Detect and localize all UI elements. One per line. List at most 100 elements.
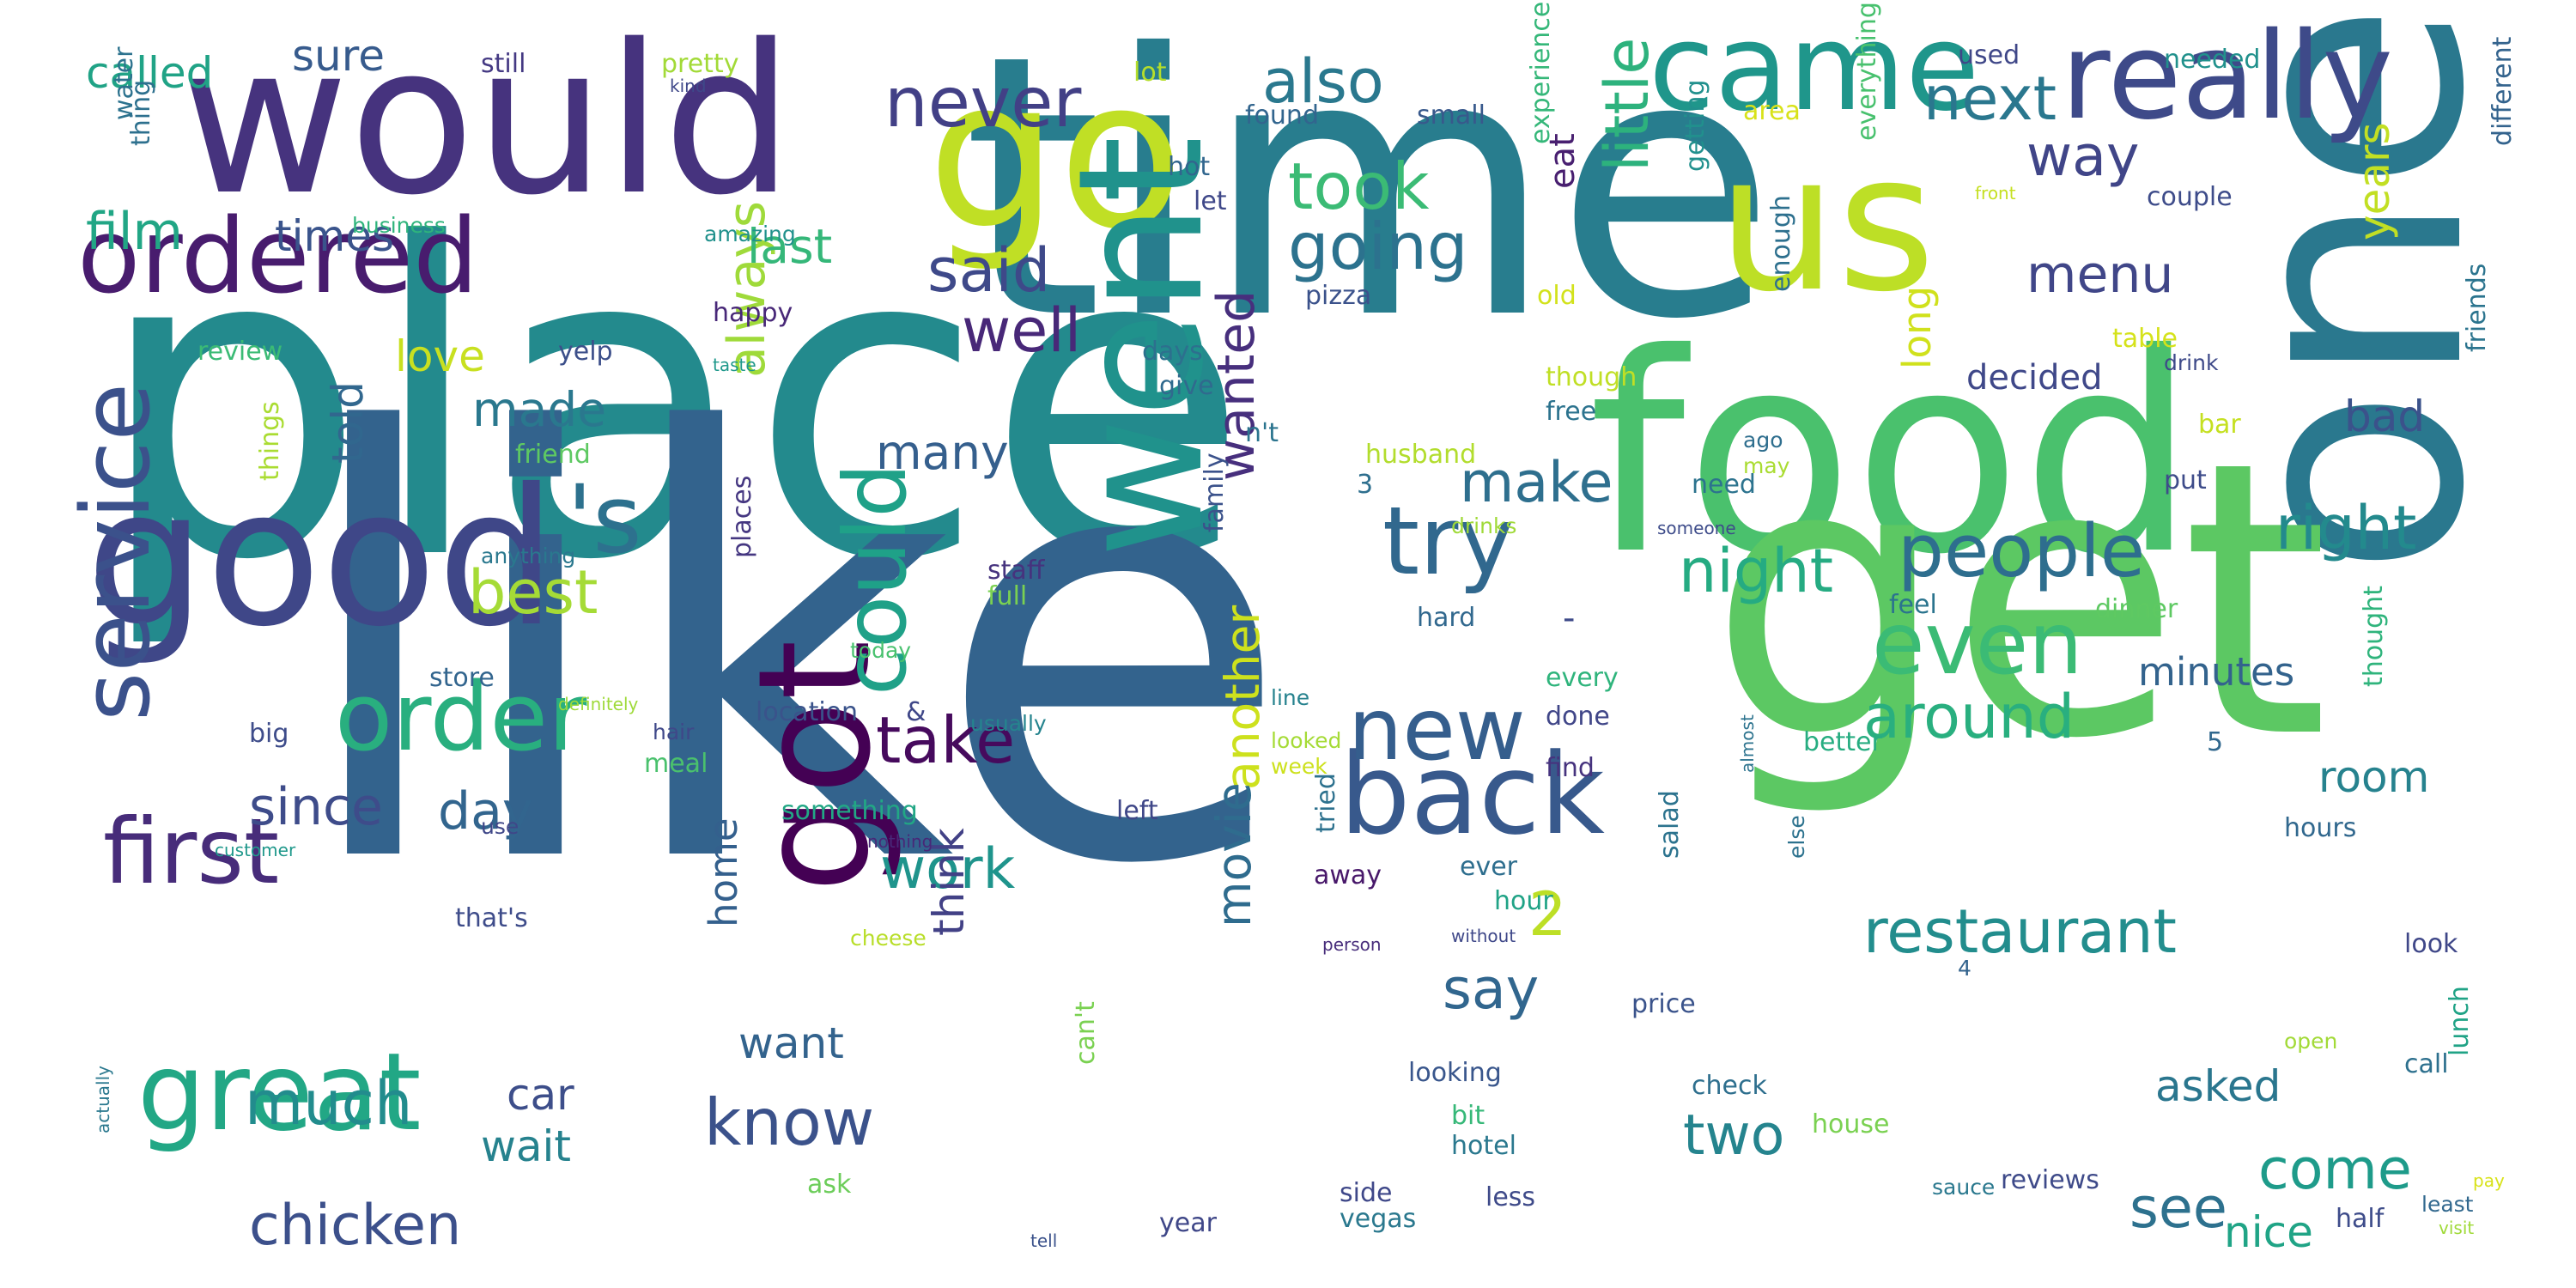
cloud-word: came xyxy=(1649,0,1980,138)
cloud-word: want xyxy=(738,1018,844,1068)
cloud-word: home xyxy=(701,817,746,927)
cloud-word: actually xyxy=(93,1066,113,1133)
cloud-word: many xyxy=(876,425,1009,480)
cloud-word: restaurant xyxy=(1863,896,2177,967)
cloud-word: tried xyxy=(1311,773,1341,833)
cloud-word: see xyxy=(2129,1176,2227,1241)
cloud-word: need xyxy=(1692,470,1756,500)
cloud-word: room xyxy=(2318,752,2430,802)
cloud-word: years xyxy=(2349,122,2399,240)
cloud-word: customer xyxy=(215,840,296,860)
cloud-word: getting xyxy=(1680,79,1710,172)
cloud-word: better xyxy=(1803,727,1882,757)
cloud-word: table xyxy=(2112,324,2178,354)
cloud-word: big xyxy=(249,719,289,749)
cloud-word: well xyxy=(962,295,1082,366)
cloud-word: chicken xyxy=(249,1194,462,1258)
cloud-word: time xyxy=(962,0,1777,398)
cloud-word: full xyxy=(987,581,1028,611)
cloud-word: right xyxy=(2275,493,2417,563)
cloud-word: work xyxy=(880,837,1016,902)
cloud-word: use xyxy=(481,814,519,839)
cloud-word: film xyxy=(86,202,183,262)
cloud-word: visit xyxy=(2439,1218,2475,1238)
cloud-word: know xyxy=(704,1084,875,1160)
cloud-word: pretty xyxy=(661,49,739,79)
cloud-word: bad xyxy=(2344,392,2426,441)
cloud-word: come xyxy=(2258,1138,2412,1202)
cloud-word: nothing xyxy=(867,831,933,852)
cloud-word: pizza xyxy=(1305,281,1372,311)
cloud-word: may xyxy=(1743,453,1790,478)
cloud-word: night xyxy=(1679,536,1834,606)
cloud-word: try xyxy=(1382,486,1515,596)
cloud-word: looked xyxy=(1271,728,1342,753)
cloud-word: get xyxy=(1709,381,2330,821)
cloud-word: best xyxy=(468,557,598,628)
cloud-word: away xyxy=(1314,860,1382,890)
cloud-word: usually xyxy=(970,711,1047,736)
cloud-word: two xyxy=(1683,1103,1785,1168)
cloud-word: kind xyxy=(670,76,707,96)
cloud-word: yelp xyxy=(558,337,613,367)
cloud-word: else xyxy=(1784,815,1809,859)
cloud-word: review xyxy=(197,337,283,367)
cloud-word: menu xyxy=(2026,245,2174,305)
cloud-word: let xyxy=(1194,186,1227,216)
cloud-word: drink xyxy=(2164,350,2219,375)
cloud-word: week xyxy=(1271,754,1327,779)
cloud-word: take xyxy=(876,702,1016,778)
cloud-word: open xyxy=(2284,1029,2338,1054)
cloud-word: bar xyxy=(2198,410,2241,440)
cloud-word: price xyxy=(1631,989,1696,1019)
cloud-word: without xyxy=(1451,926,1516,946)
cloud-word: year xyxy=(1159,1208,1217,1238)
cloud-word: love xyxy=(395,331,485,381)
cloud-word: someone xyxy=(1657,518,1736,538)
cloud-word: found xyxy=(1245,100,1319,131)
cloud-word: small xyxy=(1417,100,1485,131)
cloud-word: us xyxy=(1717,113,1936,333)
cloud-word: experience xyxy=(1526,2,1556,145)
cloud-word: half xyxy=(2336,1204,2385,1234)
cloud-word: can't xyxy=(1071,1001,1101,1065)
cloud-word: also xyxy=(1262,46,1384,117)
cloud-word: thought xyxy=(2359,586,2389,687)
cloud-word: almost xyxy=(1737,714,1758,773)
cloud-word: find xyxy=(1546,753,1595,783)
cloud-word: area xyxy=(1743,96,1801,126)
cloud-word: place xyxy=(94,154,1250,653)
cloud-word: said xyxy=(927,235,1051,306)
cloud-word: cheese xyxy=(850,926,927,951)
cloud-word: asked xyxy=(2155,1061,2281,1111)
cloud-word: nice xyxy=(2224,1207,2313,1257)
cloud-word: ask xyxy=(807,1170,852,1200)
cloud-word: dinner xyxy=(2095,594,2178,624)
cloud-word: movie xyxy=(1206,782,1261,927)
cloud-word: good xyxy=(86,448,557,668)
cloud-word: something xyxy=(781,796,918,826)
cloud-word: house xyxy=(1812,1109,1890,1139)
cloud-word: needed xyxy=(2164,45,2261,75)
cloud-word: first xyxy=(103,799,280,904)
cloud-word: another xyxy=(1215,605,1270,790)
cloud-word: business xyxy=(352,213,446,238)
cloud-word: called xyxy=(86,48,214,98)
cloud-word: made xyxy=(472,382,607,437)
cloud-word: days xyxy=(1142,337,1203,367)
cloud-word: call xyxy=(2404,1049,2449,1079)
cloud-word: going xyxy=(1288,209,1468,284)
cloud-word: around xyxy=(1863,682,2075,752)
cloud-word: new xyxy=(1348,679,1526,780)
cloud-word: anything xyxy=(481,544,576,568)
cloud-word: little xyxy=(1592,37,1662,172)
cloud-word: line xyxy=(1271,685,1310,710)
cloud-word: old xyxy=(1537,281,1577,311)
cloud-word: everything xyxy=(1852,2,1882,141)
cloud-word: n't xyxy=(1245,418,1279,448)
cloud-word: like xyxy=(292,313,1293,992)
cloud-word: sure xyxy=(292,31,385,81)
cloud-word: 5 xyxy=(2207,727,2224,757)
cloud-word: long xyxy=(1894,285,1940,369)
